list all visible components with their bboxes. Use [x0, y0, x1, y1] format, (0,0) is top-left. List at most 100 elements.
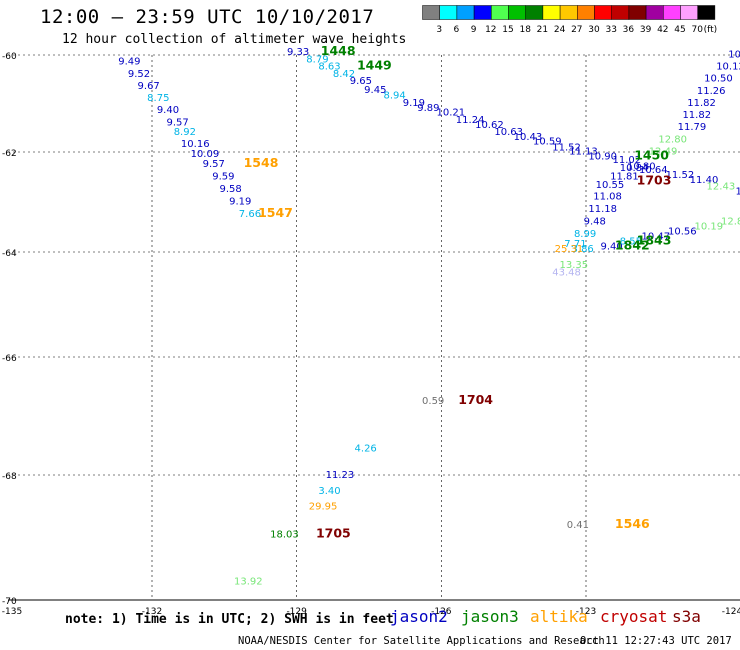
wave-height-value: 12.85 — [721, 217, 740, 228]
legend-tick-label: 15 — [502, 25, 513, 35]
satellite-altika: altika — [530, 607, 588, 626]
wave-height-value: 12.43 — [707, 182, 736, 193]
wave-height-value: 11.52 — [666, 170, 695, 181]
wave-height-value: 29.95 — [309, 501, 338, 512]
wave-height-value: 10.09 — [191, 149, 220, 160]
legend-swatch — [542, 5, 561, 20]
wave-height-value: 9.65 — [350, 76, 372, 87]
wave-height-value: 10.21 — [437, 108, 466, 119]
wave-height-value: 9.45 — [364, 85, 386, 96]
lat-tick-label: -60 — [2, 52, 17, 62]
pass-time-label: 1546 — [615, 516, 650, 531]
wave-height-value: 10.16 — [181, 139, 210, 150]
color-legend: 3 6 9 12 15 18 21 24 27 30 33 36 39 42 45 70 (ft) — [422, 5, 718, 35]
legend-tick-label: 21 — [537, 25, 548, 35]
legend-unit: (ft) — [704, 25, 718, 35]
satellite-cryosat: cryosat — [600, 607, 668, 626]
wave-height-value: 9.89 — [417, 103, 439, 114]
page-subtitle: 12 hour collection of altimeter wave hei… — [62, 32, 407, 47]
wave-height-value: 3.40 — [318, 486, 340, 497]
wave-height-value: 8.79 — [306, 54, 328, 65]
wave-height-value: 11.08 — [593, 192, 622, 203]
wave-height-value: 11.23 — [326, 470, 355, 481]
wave-height-value: 9.57 — [203, 159, 225, 170]
wave-height-value: 10.90 — [588, 152, 617, 163]
wave-height-value: 9.67 — [138, 81, 160, 92]
wave-height-value: 10.55 — [596, 180, 625, 191]
wave-height-value: 11.13 — [569, 147, 598, 158]
wave-height-value: 9.33 — [287, 47, 309, 58]
legend-swatch — [645, 5, 664, 20]
wave-height-value: 10.64 — [639, 165, 668, 176]
legend-tick-label: 33 — [605, 25, 616, 35]
legend-swatch — [611, 5, 630, 20]
lat-tick-label: -66 — [2, 354, 17, 364]
wave-height-value: 10.62 — [475, 120, 504, 131]
wave-height-value: 10.56 — [668, 227, 697, 238]
wave-height-value: 9.40 — [157, 105, 179, 116]
lon-tick-label: -135 — [2, 607, 22, 617]
legend-swatch — [508, 5, 526, 20]
lon-tick-label: -124 — [722, 607, 740, 617]
legend-tick-label: 18 — [519, 25, 531, 35]
satellite-jason2: jason2 — [390, 607, 448, 626]
legend-swatch — [439, 5, 458, 20]
legend-swatch — [456, 5, 475, 20]
wave-height-value: 12.49 — [649, 147, 678, 158]
legend-swatch — [680, 5, 698, 20]
wave-height-value: 8.94 — [383, 91, 405, 102]
wave-height-value: 11.24 — [456, 115, 485, 126]
pass-time-label: 1548 — [244, 155, 279, 170]
wave-height-value: 10.19 — [695, 222, 724, 233]
wave-height-value: 9.59 — [212, 172, 234, 183]
lat-tick-label: -62 — [2, 149, 17, 159]
pass-time-label: 1705 — [316, 526, 351, 541]
wave-height-value: 9.52 — [128, 69, 150, 80]
wave-height-value: 10.47 — [641, 232, 670, 243]
wave-height-value: 8.92 — [174, 127, 196, 138]
wave-height-value: 3.86 — [572, 244, 594, 255]
wave-height-value: 8.99 — [574, 229, 596, 240]
wave-height-value: 8.55 — [620, 237, 642, 248]
wave-height-value: 7.71 — [564, 239, 586, 250]
wave-height-value: 11.81 — [610, 172, 639, 183]
legend-tick-label: 27 — [571, 25, 582, 35]
wave-height-value: 9.19 — [229, 197, 251, 208]
wave-height-value: 11.67 — [735, 187, 740, 198]
footer-timestamp: Oct 11 12:27:43 UTC 2017 — [580, 635, 732, 647]
legend-swatch — [422, 5, 440, 20]
pass-time-label: 1450 — [634, 148, 669, 163]
pass-time-label: 1703 — [637, 173, 672, 188]
lat-tick-label: -70 — [2, 597, 17, 607]
page-title: 12:00 – 23:59 UTC 10/10/2017 — [40, 6, 375, 28]
wave-height-value: 9.57 — [166, 117, 188, 128]
legend-swatch — [559, 5, 578, 20]
footer-note: note: 1) Time is in UTC; 2) SWH is in fe… — [65, 612, 394, 627]
wave-height-value: 10.84 — [620, 163, 649, 174]
wave-height-value: 10.59 — [533, 137, 562, 148]
wave-height-value: 18.03 — [270, 530, 299, 541]
wave-height-value: 0.59 — [422, 396, 444, 407]
legend-tick-label: 70 — [691, 25, 703, 35]
pass-time-label: 1449 — [357, 58, 392, 73]
legend-tick-label: 12 — [485, 25, 496, 35]
wave-height-value: 10.12 — [716, 62, 740, 73]
lat-tick-label: -68 — [2, 472, 17, 482]
pass-time-label: 1842 — [615, 238, 650, 253]
wave-height-value: 7.66 — [239, 209, 261, 220]
pass-time-label: 1843 — [637, 233, 672, 248]
legend-swatch — [577, 5, 595, 20]
legend-tick-label: 9 — [471, 25, 477, 35]
wave-height-value: 10.50 — [704, 74, 733, 85]
wave-height-value: 11.26 — [697, 86, 726, 97]
pass-time-label: 1547 — [258, 205, 293, 220]
wave-height-value: 25.31 — [555, 244, 584, 255]
satellite-jason3: jason3 — [461, 607, 519, 626]
wave-height-value: 9.40 — [600, 242, 622, 253]
legend-swatch — [491, 5, 509, 20]
wave-height-value: 11.52 — [552, 143, 581, 154]
pass-time-label: 1704 — [458, 392, 493, 407]
legend-tick-label: 36 — [623, 25, 635, 35]
legend-swatch — [628, 5, 647, 20]
